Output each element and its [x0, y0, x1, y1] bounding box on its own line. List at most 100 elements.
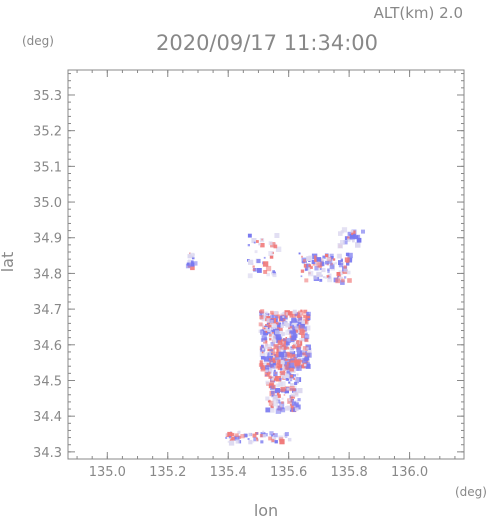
echo-cell-southern-tail [283, 359, 286, 361]
echo-cell-northern-band [332, 258, 336, 261]
echo-cell-northern-band [308, 271, 314, 277]
echo-cell-main-body [301, 338, 305, 342]
echo-cell-southern-tail [296, 373, 299, 376]
echo-cell-main-body [289, 321, 293, 324]
echo-cell-southern-tail [276, 359, 282, 365]
echo-cell-northeast-spots [355, 242, 361, 248]
echo-cell-northwest-scatter [265, 265, 272, 272]
echo-cell-main-body [260, 366, 266, 372]
echo-cell-southern-tail [275, 408, 282, 414]
echo-cell-northern-band [334, 262, 337, 265]
y-tick-label: 35.1 [33, 160, 62, 175]
echo-cell-main-body [268, 336, 272, 339]
echo-cell-main-body [275, 334, 281, 340]
echo-cell-northern-band [322, 276, 325, 279]
echo-cell-main-body [298, 338, 303, 342]
echo-cell-main-body [296, 347, 302, 353]
echo-cell-northern-band [306, 256, 311, 261]
echo-cell-main-body [278, 364, 282, 368]
echo-cell-southern-tail [284, 361, 290, 367]
echo-cell-northern-band [309, 265, 313, 269]
echo-cell-southern-tail [268, 371, 271, 375]
echo-cell-northwest-scatter [263, 256, 266, 259]
echo-cell-western-patch [189, 252, 195, 258]
echo-cell-southern-tail [288, 381, 291, 384]
echo-cell-main-body [261, 344, 264, 348]
echo-cell-southern-tail [297, 388, 303, 394]
echo-cell-main-body [302, 326, 308, 332]
echo-cell-southern-tail [286, 387, 290, 391]
echo-cell-southern-edge [252, 440, 255, 443]
echo-cell-main-body [306, 314, 311, 319]
echo-cell-northern-band [326, 275, 330, 279]
echo-cell-northern-band [325, 254, 329, 258]
echo-cell-main-body [284, 358, 288, 363]
echo-cell-main-body [270, 327, 273, 331]
echo-cell-southern-tail [294, 400, 298, 404]
echo-cell-southern-tail [271, 390, 275, 395]
echo-cell-southern-edge [262, 434, 266, 438]
echo-cell-main-body [271, 333, 277, 339]
echo-cell-main-body [272, 314, 278, 321]
echo-cell-southern-tail [276, 397, 280, 401]
echo-cell-northeast-spots [350, 229, 354, 233]
echo-cell-northwest-scatter [263, 270, 268, 274]
echo-cell-northeast-spots [347, 238, 351, 242]
echo-cell-northern-band [338, 260, 343, 265]
echo-cell-main-body [288, 323, 291, 326]
echo-cell-southern-tail [270, 408, 275, 413]
echo-cell-main-body [303, 314, 307, 319]
echo-cell-western-patch [192, 253, 195, 256]
echo-cell-main-body [290, 354, 296, 360]
echo-cell-northern-band [321, 257, 325, 262]
echo-cell-main-body [276, 322, 279, 325]
echo-cell-southern-tail [293, 388, 296, 391]
echo-cell-main-body [291, 317, 297, 323]
echo-cell-main-body [294, 317, 299, 321]
echo-cell-southern-tail [294, 407, 299, 412]
x-tick-label: 135.4 [210, 465, 247, 480]
echo-cell-main-body [278, 346, 284, 352]
echo-cell-main-body [262, 348, 265, 351]
y-tick-label: 34.8 [33, 267, 62, 282]
echo-cell-main-body [298, 332, 300, 335]
echo-cell-southern-tail [265, 396, 270, 401]
echo-cell-main-body [304, 338, 308, 342]
echo-cell-main-body [263, 356, 270, 362]
echo-cell-main-body [292, 325, 297, 330]
echo-cell-northern-band [329, 264, 335, 269]
echo-cell-main-body [264, 352, 268, 356]
x-tick-label: 135.0 [89, 465, 126, 480]
echo-cell-main-body [289, 313, 294, 318]
echo-cell-main-body [267, 330, 271, 334]
echo-cell-southern-tail [293, 377, 296, 380]
echo-cell-main-body [277, 340, 283, 346]
echo-cell-main-body [278, 343, 282, 347]
echo-cell-main-body [273, 344, 279, 350]
echo-cell-southern-tail [281, 401, 284, 404]
echo-cell-main-body [272, 354, 275, 358]
echo-cell-main-body [303, 309, 308, 314]
x-tick-label: 135.8 [331, 465, 368, 480]
echo-cell-main-body [263, 327, 266, 330]
y-axis-label: lat [0, 252, 17, 273]
echo-cell-southern-edge [274, 440, 278, 444]
echo-cell-southern-tail [294, 385, 297, 388]
echo-cell-main-body [267, 329, 271, 332]
echo-cell-southern-tail [276, 383, 280, 388]
echo-cell-main-body [279, 329, 284, 334]
echo-cell-main-body [290, 358, 294, 361]
echo-cell-northeast-spots [352, 239, 355, 243]
echo-cell-northeast-spots [356, 237, 362, 243]
echo-cell-southern-tail [269, 368, 273, 372]
y-tick-label: 34.6 [33, 339, 62, 354]
echo-cell-southern-edge [227, 440, 230, 443]
echo-cell-main-body [305, 332, 308, 336]
echo-cell-southern-tail [276, 392, 280, 395]
echo-cell-southern-tail [278, 381, 283, 387]
echo-cell-southern-edge [225, 436, 228, 439]
echo-cell-main-body [289, 351, 296, 357]
echo-cell-southern-edge [225, 433, 229, 437]
echo-cell-northern-band [329, 253, 334, 258]
echo-cell-southern-edge [256, 432, 259, 435]
